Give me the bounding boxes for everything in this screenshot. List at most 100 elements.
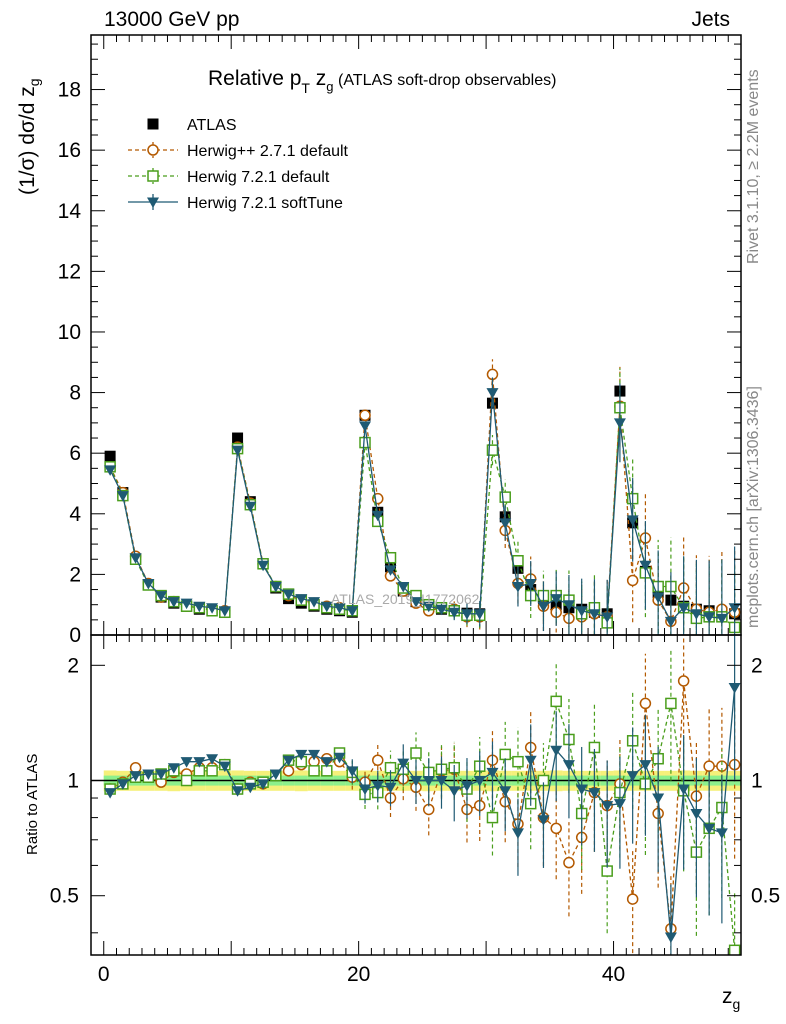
y-tick-label: 18 — [58, 79, 81, 102]
ratio-point — [231, 786, 244, 797]
data-point — [116, 491, 129, 502]
ratio-point — [486, 767, 499, 779]
ratio-point — [677, 675, 690, 687]
ratio-point — [562, 760, 575, 771]
series-line — [109, 392, 736, 623]
data-point — [601, 612, 614, 623]
data-point — [639, 560, 652, 572]
x-tick-label: 20 — [347, 963, 370, 986]
ratio-point — [206, 765, 218, 777]
y-tick-label: 14 — [58, 200, 82, 223]
legend-label: Herwig 7.2.1 default — [187, 169, 330, 186]
data-point — [537, 601, 550, 613]
ratio-point — [448, 786, 461, 797]
data-point — [295, 594, 308, 605]
ratio-point — [104, 788, 117, 799]
data-point — [499, 518, 512, 529]
rivet-version-label: Rivet 3.1.10, ≥ 2.2M events — [745, 69, 762, 264]
series-1 — [104, 359, 741, 635]
ratio-series-line — [109, 701, 736, 951]
legend-item-3: Herwig 7.2.1 softTune — [128, 194, 343, 212]
ratio-point — [257, 779, 270, 790]
data-point — [232, 432, 244, 444]
data-point — [550, 594, 563, 605]
ratio-point — [167, 763, 180, 774]
data-point — [269, 582, 282, 593]
data-point — [333, 603, 346, 614]
header-category-label: Jets — [691, 8, 730, 31]
x-tick-label: 0 — [98, 963, 110, 986]
ratio-point — [550, 822, 562, 835]
data-point — [613, 418, 626, 429]
ratio-point — [372, 754, 384, 766]
ratio-point — [550, 745, 563, 757]
data-point — [486, 388, 499, 399]
ratio-point — [677, 784, 690, 796]
data-point — [384, 565, 397, 576]
data-point — [626, 515, 639, 526]
ratio-point — [728, 682, 741, 694]
ratio-point — [180, 757, 193, 768]
data-point — [142, 578, 155, 590]
series-0 — [104, 385, 741, 620]
ratio-point — [550, 695, 562, 708]
y-tick-label: 2 — [69, 563, 81, 586]
data-point — [104, 465, 117, 476]
ratio-point — [295, 749, 308, 761]
ratio-point — [639, 697, 652, 710]
data-point — [308, 597, 321, 608]
legend-item-0: ATLAS — [147, 117, 237, 134]
legend-marker — [147, 144, 159, 156]
data-point — [626, 574, 639, 587]
legend-marker — [147, 197, 159, 208]
ratio-point — [282, 755, 295, 767]
ratio-point — [116, 779, 129, 790]
mcplots-reference-label: mcplots.cern.ch [arXiv:1306.3436] — [745, 386, 762, 628]
data-point — [664, 616, 677, 628]
ratio-point — [601, 801, 614, 812]
data-point — [359, 421, 372, 432]
ratio-point — [639, 760, 652, 771]
ratio-point — [384, 782, 397, 794]
legend-label: Herwig++ 2.7.1 default — [187, 143, 349, 160]
data-point — [562, 600, 575, 611]
data-point — [448, 607, 461, 619]
ratio-point — [524, 755, 537, 767]
data-point — [524, 578, 537, 590]
data-point — [346, 606, 359, 617]
y-tick-label: 8 — [69, 382, 81, 405]
ratio-point — [665, 697, 677, 710]
series-line — [109, 374, 735, 623]
ratio-point — [410, 776, 422, 787]
legend-item-1: Herwig++ 2.7.1 default — [128, 142, 349, 160]
ratio-point — [537, 815, 550, 826]
ratio-point — [563, 856, 575, 869]
legend-label: Herwig 7.2.1 softTune — [187, 195, 343, 212]
legend-marker — [147, 170, 159, 182]
ratio-point — [206, 754, 219, 765]
ratio-point — [422, 776, 435, 787]
ratio-axis-label: Ratio to ATLAS — [24, 753, 41, 855]
data-point — [193, 601, 206, 613]
data-point — [359, 436, 371, 449]
ratio-y-tick-label: 1 — [67, 770, 79, 793]
data-point — [473, 609, 486, 620]
data-point — [410, 597, 422, 608]
ratio-point — [218, 761, 231, 773]
x-axis-label: zg — [722, 985, 740, 1012]
ratio-point — [371, 781, 384, 792]
data-point — [384, 551, 397, 564]
data-point — [282, 589, 295, 601]
ratio-point — [626, 893, 639, 905]
data-point — [652, 592, 665, 604]
ratio-point — [664, 932, 677, 944]
data-point — [728, 603, 741, 614]
ratio-y-tick-label-right: 1 — [751, 770, 763, 793]
ratio-point — [308, 749, 321, 761]
ratio-series-line — [109, 687, 736, 938]
ratio-point — [193, 757, 206, 768]
y-tick-label: 10 — [58, 321, 81, 344]
data-point — [677, 603, 690, 614]
